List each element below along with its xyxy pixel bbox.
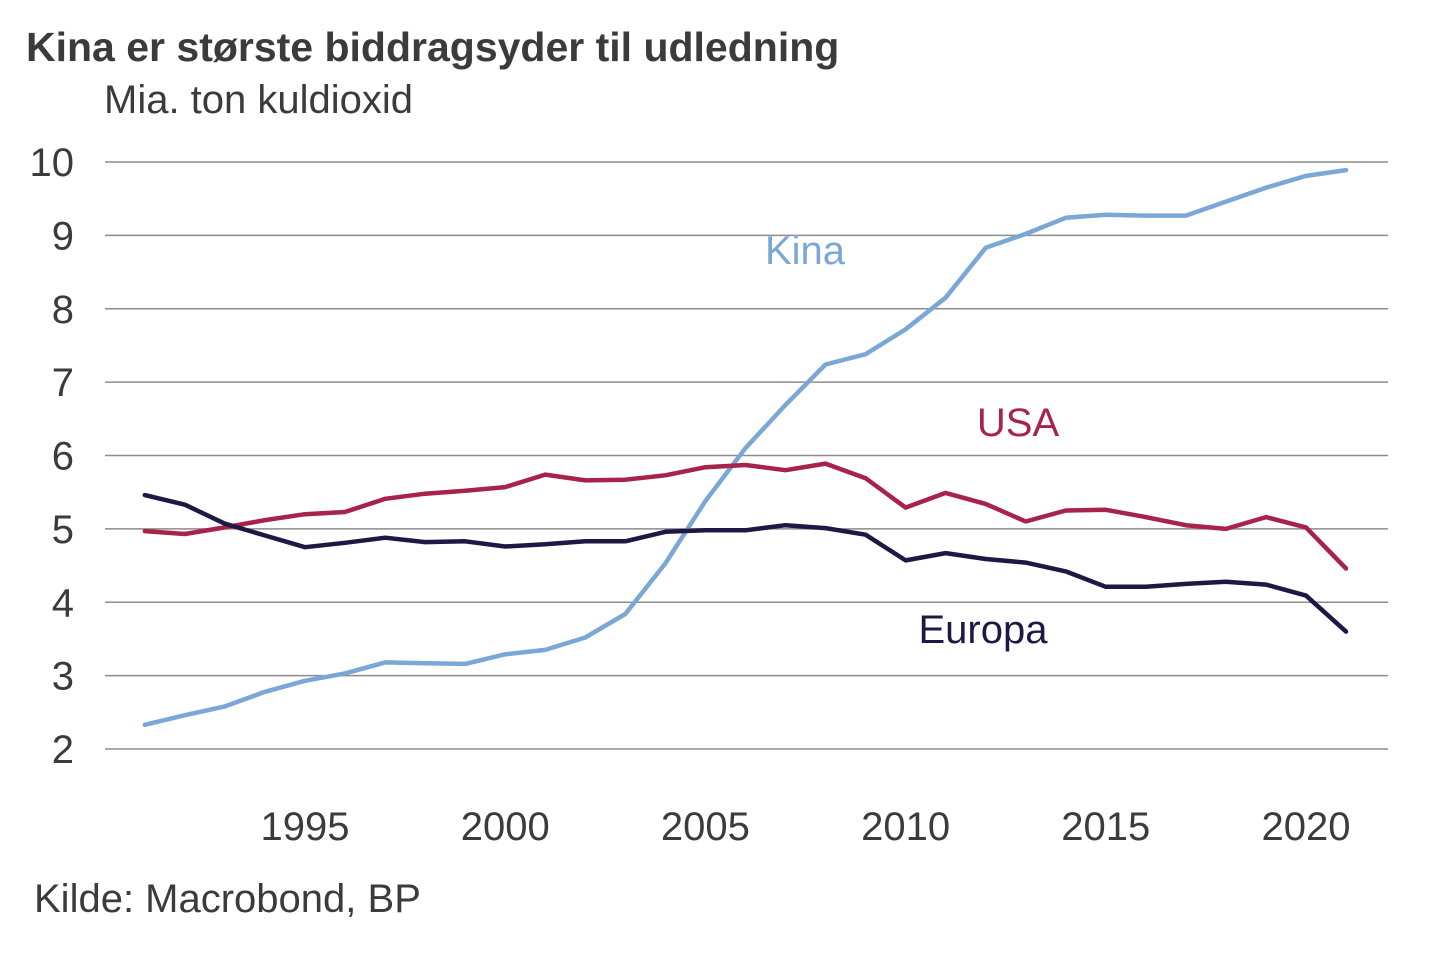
y-tick-label: 10 (30, 141, 75, 185)
y-tick-label: 9 (52, 214, 74, 258)
chart-title: Kina er største biddragsyder til udledni… (26, 24, 840, 70)
annotation-europa: Europa (919, 608, 1049, 652)
annotation-usa: USA (977, 401, 1060, 445)
series-lines (142, 167, 1349, 728)
y-tick-label: 3 (52, 655, 74, 699)
y-tick-label: 4 (52, 581, 74, 625)
y-tick-label: 7 (52, 361, 74, 405)
series-line-kina (142, 167, 1349, 728)
y-tick-label: 5 (52, 508, 74, 552)
series-annotations: Kina USA Europa (765, 229, 1059, 652)
x-tick-label: 2000 (461, 805, 550, 849)
x-tick-label: 2020 (1262, 805, 1351, 849)
y-tick-labels: 2 3 4 5 6 7 8 9 10 (30, 141, 75, 772)
grid-lines (105, 161, 1388, 750)
x-tick-label: 1995 (261, 805, 350, 849)
x-tick-label: 2015 (1061, 805, 1150, 849)
x-tick-label: 2010 (861, 805, 950, 849)
source-note: Kilde: Macrobond, BP (34, 877, 421, 921)
annotation-kina: Kina (765, 229, 846, 273)
y-tick-label: 6 (52, 435, 74, 479)
x-tick-labels: 1995 2000 2005 2010 2015 2020 (261, 805, 1351, 849)
series-line-europa (142, 492, 1349, 634)
x-tick-label: 2005 (661, 805, 750, 849)
series-line-usa (142, 461, 1349, 571)
y-tick-label: 8 (52, 288, 74, 332)
y-axis-unit-label: Mia. ton kuldioxid (104, 78, 414, 122)
y-tick-label: 2 (52, 728, 74, 772)
